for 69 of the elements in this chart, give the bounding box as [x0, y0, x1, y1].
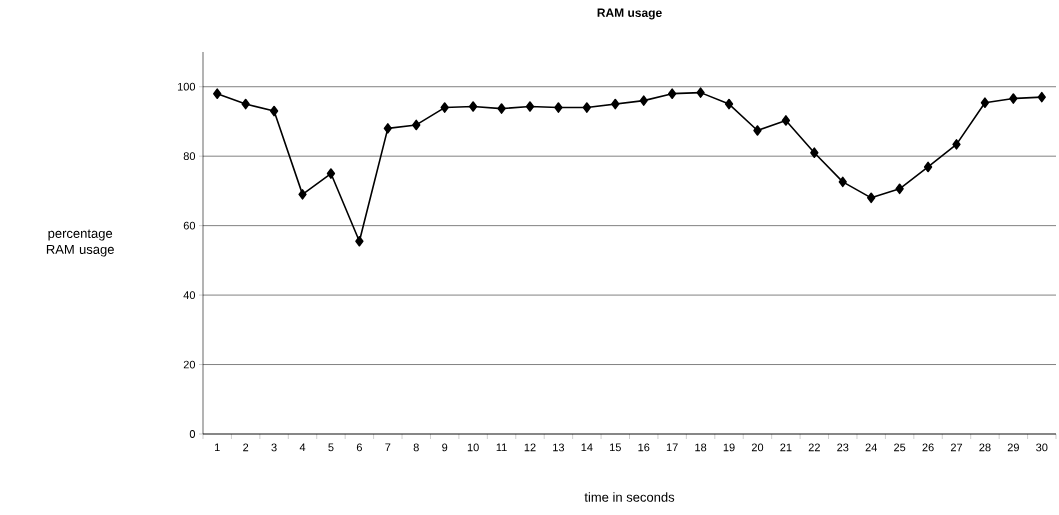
x-tick-label: 18	[695, 443, 707, 452]
y-axis-title: percentage RAM usage	[46, 229, 114, 257]
y-tick-label: 40	[183, 291, 196, 299]
x-tick-label: 1	[215, 443, 220, 452]
point	[468, 101, 478, 112]
x-tick-label: 8	[413, 443, 419, 452]
point	[241, 98, 250, 110]
x-tick-label: 15	[610, 443, 621, 452]
x-tick-label: 5	[328, 443, 334, 452]
x-tick-label: 21	[780, 443, 792, 452]
point	[753, 125, 762, 136]
x-tick-label: 24	[865, 443, 877, 452]
x-tick-label: 27	[950, 443, 963, 452]
x-tick-label: 6	[356, 443, 362, 452]
point	[639, 95, 648, 106]
point	[497, 103, 506, 114]
x-tick-label: 3	[271, 443, 277, 452]
point	[355, 235, 364, 247]
x-tick-label: 4	[299, 443, 306, 452]
point	[1009, 93, 1018, 104]
point	[1037, 91, 1046, 103]
x-axis-title: time in seconds	[584, 492, 675, 502]
point	[298, 189, 307, 200]
x-tick-label: 25	[894, 443, 906, 452]
point	[440, 102, 449, 113]
x-tick-label: 10	[467, 443, 479, 452]
x-tick-label: 22	[808, 443, 820, 452]
y-tick-label: 60	[183, 221, 196, 230]
point	[923, 161, 933, 173]
point	[213, 88, 222, 99]
x-tick-label: 9	[442, 443, 448, 452]
point	[838, 176, 847, 188]
x-tick-label: 23	[837, 443, 849, 452]
point	[269, 105, 279, 117]
x-tick-label: 19	[723, 443, 735, 452]
point	[724, 98, 734, 110]
chart-title: RAM usage	[597, 8, 662, 20]
x-tick-label: 30	[1036, 443, 1048, 452]
x-tick-label: 17	[666, 443, 678, 452]
x-tick-label: 12	[524, 443, 536, 452]
x-tick-label: 13	[553, 443, 565, 452]
point	[554, 102, 563, 113]
y-tick-label: 100	[177, 82, 196, 91]
y-tick-label: 20	[183, 360, 196, 369]
point	[611, 98, 620, 110]
x-tick-label: 26	[922, 443, 934, 452]
x-tick-label: 20	[751, 443, 764, 452]
x-tick-label: 2	[243, 443, 249, 452]
x-tick-label: 28	[979, 443, 991, 452]
point	[696, 87, 705, 98]
x-tick-label: 7	[385, 443, 391, 452]
point	[895, 183, 904, 195]
point	[525, 101, 535, 112]
x-tick-label: 14	[581, 443, 593, 452]
y-tick-label: 0	[189, 430, 196, 438]
x-tick-label: 16	[638, 443, 650, 452]
point	[383, 123, 392, 134]
x-tick-label: 11	[496, 443, 507, 452]
point	[952, 139, 961, 150]
y-tick-label: 80	[183, 152, 196, 161]
point	[867, 192, 876, 204]
point	[781, 115, 791, 126]
point	[582, 102, 592, 113]
x-tick-label: 29	[1007, 443, 1019, 452]
point	[667, 88, 677, 99]
point	[412, 119, 421, 131]
point	[980, 97, 990, 108]
point	[326, 168, 336, 179]
point	[810, 147, 819, 159]
